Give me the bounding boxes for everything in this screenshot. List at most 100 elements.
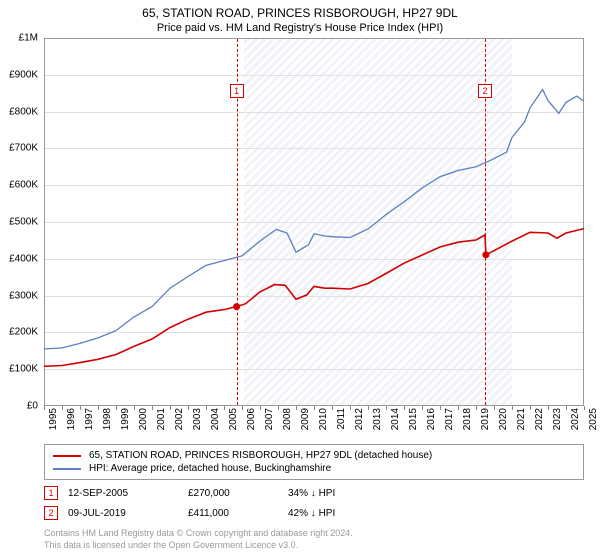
legend-swatch	[53, 468, 81, 470]
transaction-row: 1 12-SEP-2005 £270,000 34% ↓ HPI	[44, 486, 584, 500]
legend-label: HPI: Average price, detached house, Buck…	[89, 463, 331, 474]
x-tick-label: 2012	[354, 408, 365, 430]
y-tick-label: £800K	[0, 106, 38, 117]
x-tick	[368, 406, 369, 410]
x-tick-label: 2021	[516, 408, 527, 430]
series-hpi	[44, 90, 584, 350]
y-tick-label: £600K	[0, 180, 38, 191]
transaction-date: 09-JUL-2019	[68, 508, 178, 519]
footer-line2: This data is licensed under the Open Gov…	[44, 540, 584, 552]
x-tick	[404, 406, 405, 410]
x-tick-label: 2014	[390, 408, 401, 430]
x-tick-label: 2001	[156, 408, 167, 430]
x-tick-label: 2015	[408, 408, 419, 430]
footer-line1: Contains HM Land Registry data © Crown c…	[44, 528, 584, 540]
x-tick-label: 2018	[462, 408, 473, 430]
x-tick	[134, 406, 135, 410]
x-tick	[188, 406, 189, 410]
x-tick	[170, 406, 171, 410]
x-tick	[152, 406, 153, 410]
y-tick-label: £200K	[0, 327, 38, 338]
x-tick-label: 2005	[228, 408, 239, 430]
x-tick-label: 2000	[138, 408, 149, 430]
x-tick	[98, 406, 99, 410]
x-tick	[332, 406, 333, 410]
x-tick	[296, 406, 297, 410]
x-tick-label: 2023	[552, 408, 563, 430]
x-tick	[386, 406, 387, 410]
marker-label: 1	[230, 84, 244, 98]
transaction-delta: 34% ↓ HPI	[288, 488, 335, 499]
footer: Contains HM Land Registry data © Crown c…	[44, 528, 584, 551]
x-tick	[62, 406, 63, 410]
y-tick-label: £0	[0, 401, 38, 412]
x-tick	[566, 406, 567, 410]
x-tick-label: 2016	[426, 408, 437, 430]
x-tick	[512, 406, 513, 410]
x-tick	[530, 406, 531, 410]
transactions-list: 1 12-SEP-2005 £270,000 34% ↓ HPI 2 09-JUL-201…	[0, 486, 600, 520]
chart-subtitle: Price paid vs. HM Land Registry's House …	[0, 20, 600, 38]
legend-label: 65, STATION ROAD, PRINCES RISBOROUGH, HP…	[89, 450, 432, 461]
x-tick	[224, 406, 225, 410]
legend: 65, STATION ROAD, PRINCES RISBOROUGH, HP…	[44, 444, 584, 480]
x-tick	[350, 406, 351, 410]
x-tick	[422, 406, 423, 410]
x-tick-label: 2007	[264, 408, 275, 430]
x-tick	[494, 406, 495, 410]
transaction-price: £270,000	[188, 488, 278, 499]
x-tick	[548, 406, 549, 410]
transaction-date: 12-SEP-2005	[68, 488, 178, 499]
x-tick-label: 2019	[480, 408, 491, 430]
y-tick-label: £900K	[0, 69, 38, 80]
x-tick	[476, 406, 477, 410]
transaction-price: £411,000	[188, 508, 278, 519]
x-tick	[440, 406, 441, 410]
x-tick-label: 2020	[498, 408, 509, 430]
y-tick-label: £1M	[0, 33, 38, 44]
y-tick-label: £100K	[0, 364, 38, 375]
x-tick	[584, 406, 585, 410]
line-series-svg	[44, 38, 584, 406]
x-tick	[278, 406, 279, 410]
transaction-marker: 2	[44, 506, 58, 520]
legend-row: HPI: Average price, detached house, Buck…	[53, 462, 575, 475]
transaction-marker: 1	[44, 486, 58, 500]
x-tick-label: 2009	[300, 408, 311, 430]
x-tick-label: 2022	[534, 408, 545, 430]
x-tick-label: 2025	[588, 408, 599, 430]
legend-swatch	[53, 455, 81, 457]
y-tick-label: £400K	[0, 253, 38, 264]
chart-title: 65, STATION ROAD, PRINCES RISBOROUGH, HP…	[0, 0, 600, 20]
x-tick-label: 2002	[174, 408, 185, 430]
x-tick	[206, 406, 207, 410]
x-tick-label: 2024	[570, 408, 581, 430]
legend-row: 65, STATION ROAD, PRINCES RISBOROUGH, HP…	[53, 449, 575, 462]
x-tick	[314, 406, 315, 410]
x-tick	[260, 406, 261, 410]
x-tick	[116, 406, 117, 410]
x-tick-label: 2011	[336, 408, 347, 430]
x-tick-label: 1996	[66, 408, 77, 430]
x-tick-label: 2008	[282, 408, 293, 430]
x-tick	[458, 406, 459, 410]
x-tick-label: 2004	[210, 408, 221, 430]
y-tick-label: £300K	[0, 290, 38, 301]
x-tick-label: 2006	[246, 408, 257, 430]
chart-area: £0£100K£200K£300K£400K£500K£600K£700K£80…	[44, 38, 584, 406]
x-tick-label: 2003	[192, 408, 203, 430]
x-tick-label: 2010	[318, 408, 329, 430]
y-tick-label: £700K	[0, 143, 38, 154]
x-tick-label: 1998	[102, 408, 113, 430]
transaction-row: 2 09-JUL-2019 £411,000 42% ↓ HPI	[44, 506, 584, 520]
x-tick-label: 1995	[48, 408, 59, 430]
chart-container: 65, STATION ROAD, PRINCES RISBOROUGH, HP…	[0, 0, 600, 560]
transaction-delta: 42% ↓ HPI	[288, 508, 335, 519]
x-tick-label: 1997	[84, 408, 95, 430]
x-tick	[80, 406, 81, 410]
series-property	[44, 229, 584, 367]
x-tick-label: 2017	[444, 408, 455, 430]
marker-label: 2	[478, 84, 492, 98]
x-tick	[242, 406, 243, 410]
x-tick	[44, 406, 45, 410]
